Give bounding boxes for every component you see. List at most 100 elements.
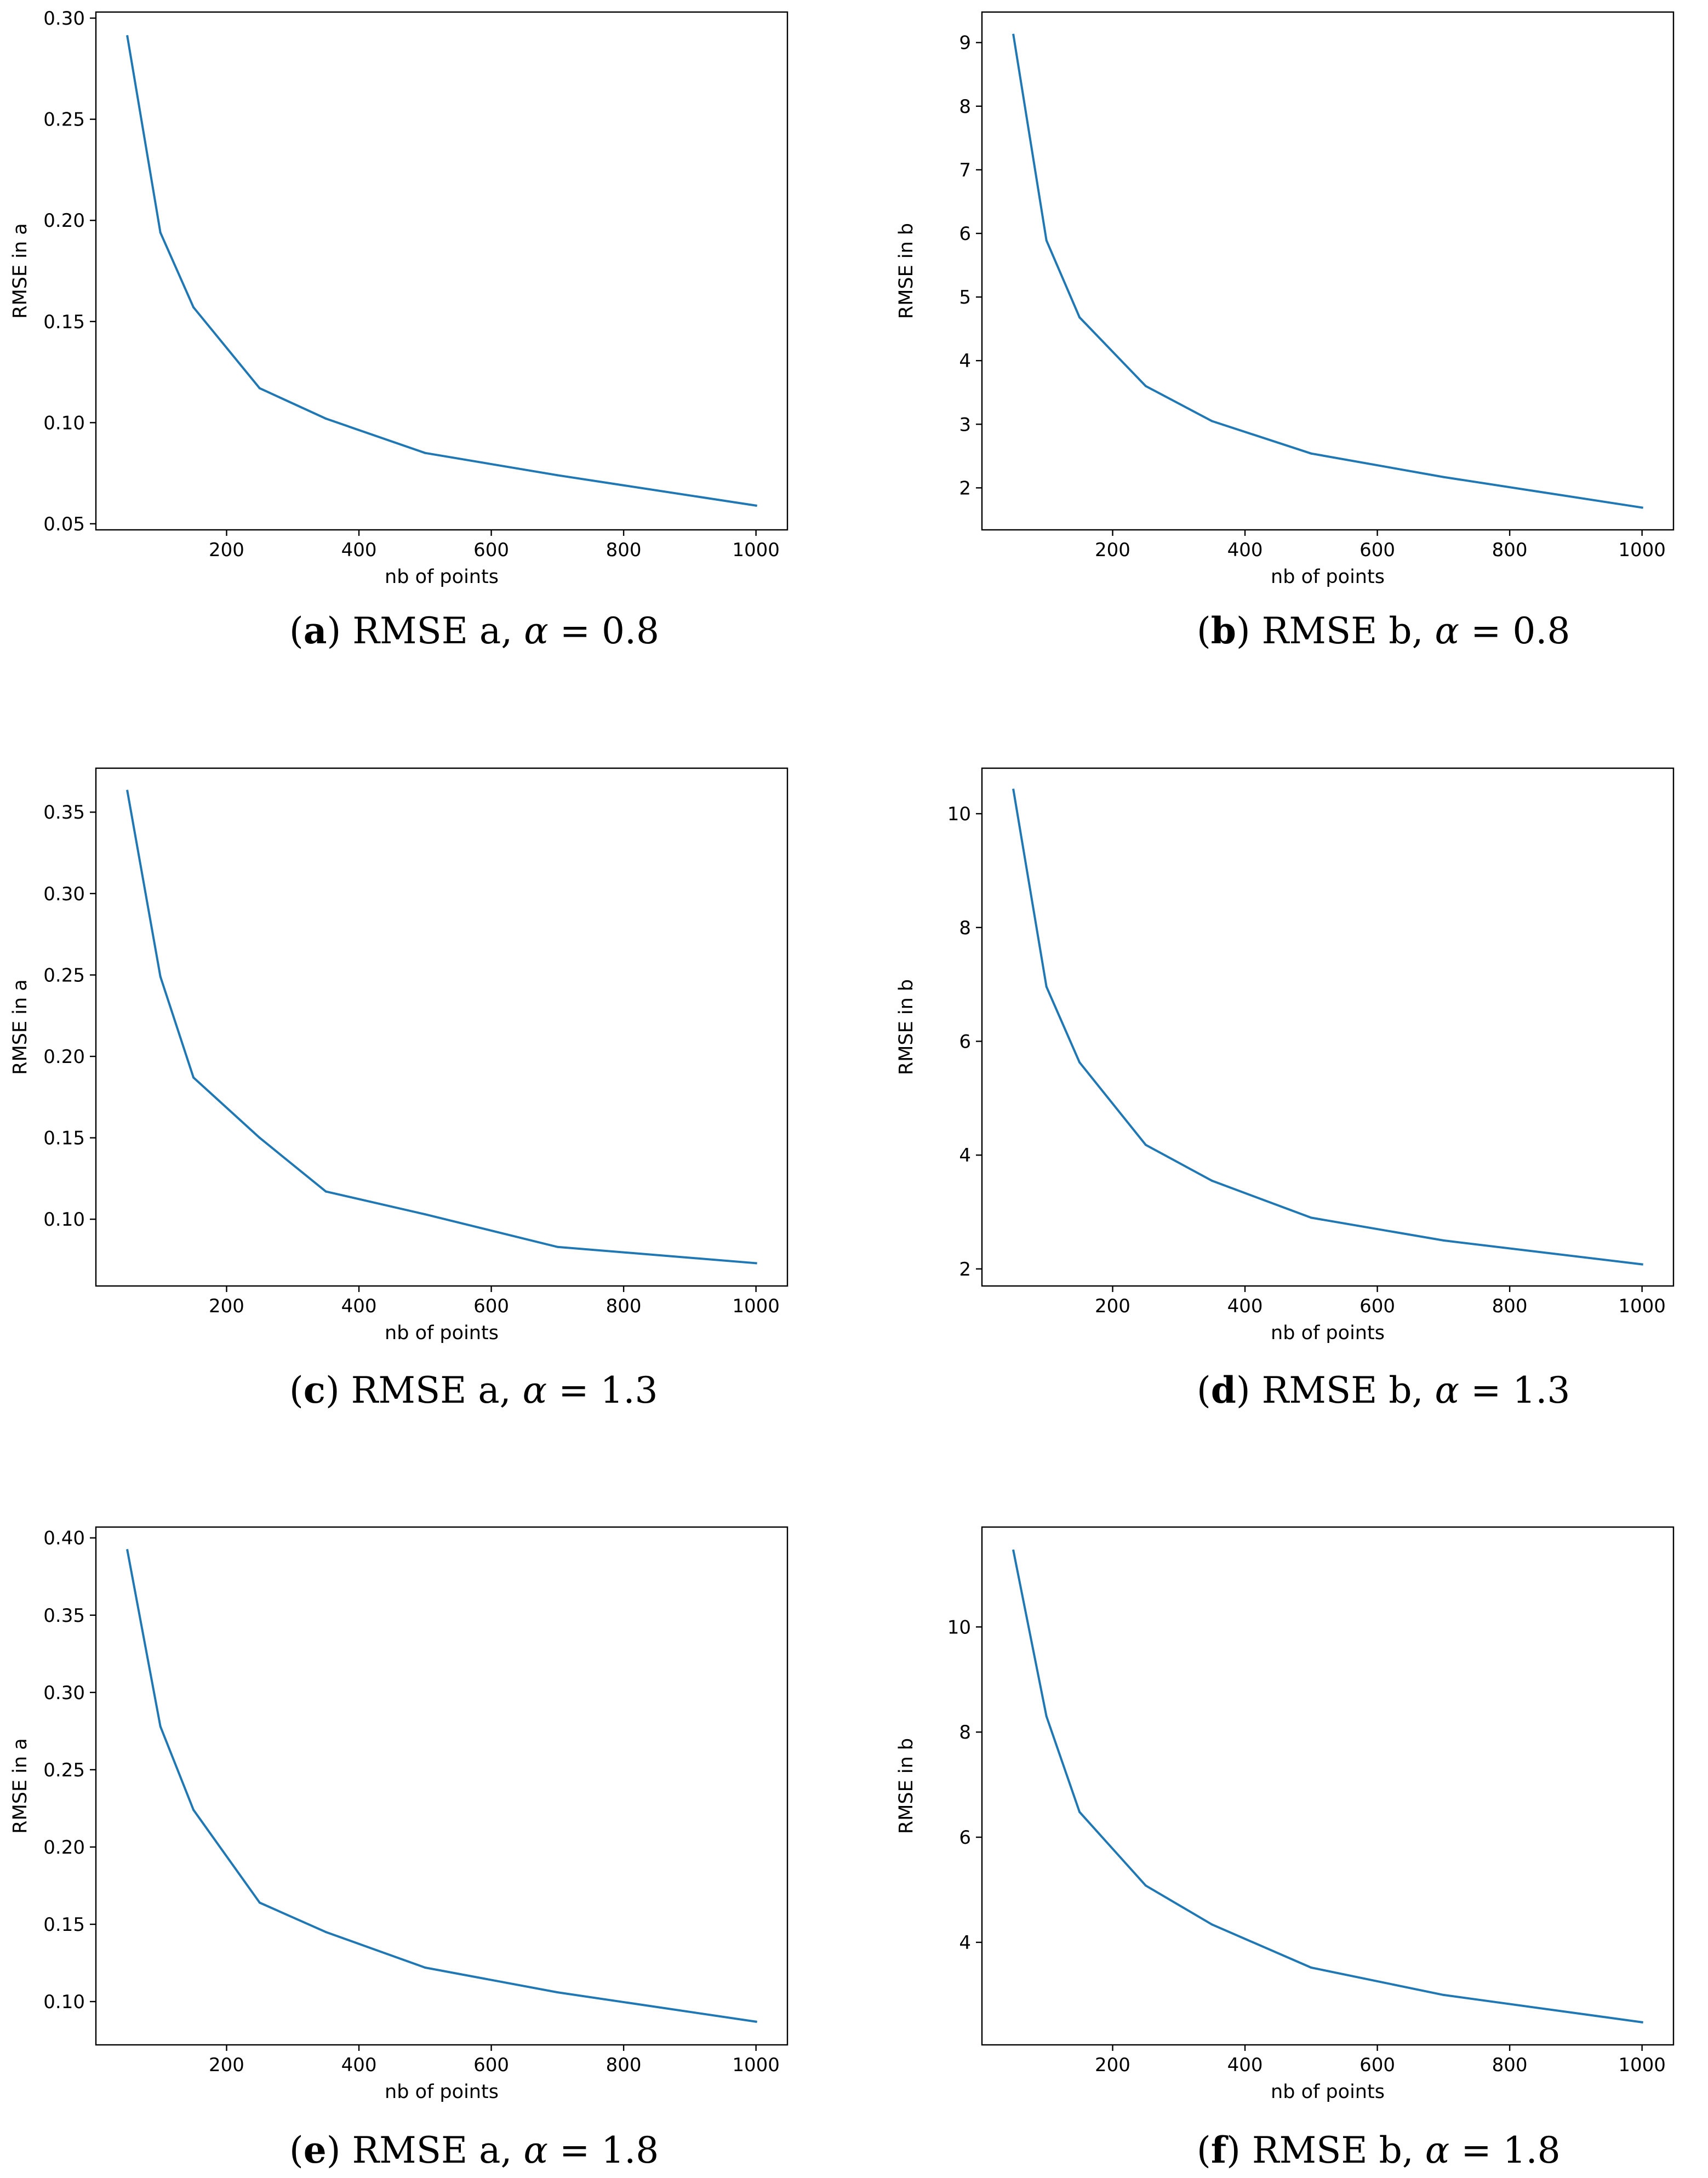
chart-a: 200 400 600 800 1000 0.05 0.10 0.15 0.20 0.25 0.30… [9,8,789,588]
y-tick-label: 9 [959,32,971,54]
data-point [192,1809,195,1811]
x-tick-label: 600 [473,539,509,561]
caption-d: (d) RMSE b, α = 1.3 [1197,1369,1570,1411]
y-tick-label: 10 [947,803,971,825]
caption-name: RMSE a, [351,1369,511,1411]
caption-letter: a [303,609,327,652]
y-tick-label: 0.30 [43,8,85,30]
x-tick-label: 1000 [732,1295,780,1317]
y-tick-label: 0.10 [43,412,85,434]
data-point [1442,1993,1445,1996]
data-point [258,1901,261,1904]
data-point [1442,1239,1445,1242]
caption-alpha: α [523,2129,549,2171]
caption-a: (a) RMSE a, α = 0.8 [289,609,660,652]
y-tick-label: 0.20 [43,1046,85,1068]
x-tick-label: 400 [341,539,377,561]
data-point [1144,1884,1147,1887]
y-tick-label: 0.40 [43,1528,85,1550]
x-tick-label: 600 [1359,539,1395,561]
chart-e: 200 400 600 800 1000 0.10 0.15 0.20 0.25 0.30 0.35… [9,1526,789,2103]
x-tick-label: 400 [341,1295,377,1317]
x-tick-label: 400 [1227,2054,1263,2076]
y-tick-label: 0.30 [43,883,85,905]
y-tick-label: 8 [959,1722,971,1743]
data-point [126,35,129,38]
y-tick-label: 7 [959,159,971,181]
data-point [556,1245,559,1248]
caption-equation: = 0.8 [559,610,660,652]
plot-frame [981,11,1675,531]
y-tick-label: 0.30 [43,1682,85,1704]
series-line [1012,33,1643,509]
y-tick-label: 0.15 [43,1128,85,1150]
y-tick-label: 0.35 [43,1605,85,1627]
x-tick-label: 600 [473,1295,509,1317]
y-tick-label: 6 [959,1031,971,1053]
y-axis-label: RMSE in a [9,979,31,1074]
y-tick-label: 0.15 [43,1914,85,1936]
caption-alpha: α [1435,1369,1460,1411]
data-point [1641,1263,1643,1266]
x-tick-label: 600 [473,2054,509,2076]
caption-letter: d [1210,1369,1236,1411]
data-point [324,1931,327,1934]
x-tick-label: 1000 [732,2054,780,2076]
caption-letter: c [303,1369,325,1411]
chart-b: 200 400 600 800 1000 2 3 4 5 6 7 8 9 nb of points RMSE… [895,11,1675,588]
y-axis-label: RMSE in b [895,1738,917,1834]
y-tick-label: 0.05 [43,513,85,535]
series-line [1012,788,1643,1266]
data-point [1078,316,1081,319]
x-tick-label: 400 [1227,539,1263,561]
chart-f: 200 400 600 800 1000 4 6 8 10 nb of points RMSE in… [895,1526,1675,2103]
x-axis-label: nb of points [385,1322,499,1344]
data-point [1210,420,1213,422]
data-point [1210,1923,1213,1926]
y-tick-label: 0.25 [43,1759,85,1781]
data-point [192,306,195,308]
caption-name: RMSE a, [352,610,513,652]
y-tick-label: 8 [959,917,971,939]
x-tick-label: 200 [209,2054,244,2076]
data-point [556,474,559,477]
caption-equation: = 1.3 [1471,1369,1570,1411]
data-point [424,1966,426,1969]
data-point [755,504,757,507]
data-point [258,387,261,390]
data-point [126,790,129,792]
series-line [126,35,757,507]
y-tick-label: 3 [959,414,971,436]
data-point [1310,452,1312,455]
x-tick-label: 800 [1492,539,1528,561]
data-point [126,1549,129,1552]
caption-name: RMSE a, [352,2129,512,2171]
data-point [324,417,327,420]
x-tick-label: 400 [341,2054,377,2076]
data-point [1078,1061,1081,1064]
y-tick-label: 0.10 [43,1209,85,1231]
y-tick-label: 6 [959,223,971,245]
y-axis-label: RMSE in a [9,223,31,318]
data-point [1045,239,1048,242]
x-tick-label: 200 [1095,1295,1130,1317]
caption-alpha: α [1425,2129,1450,2171]
y-axis-label: RMSE in b [895,223,917,319]
caption-equation: = 1.8 [1461,2129,1561,2171]
caption-b: (b) RMSE b, α = 0.8 [1197,609,1570,652]
data-point [424,1213,426,1216]
y-axis-label: RMSE in a [9,1738,31,1833]
x-axis-label: nb of points [1271,1322,1385,1344]
caption-c: (c) RMSE a, α = 1.3 [289,1369,658,1411]
x-axis-label: nb of points [1271,566,1385,588]
y-tick-label: 6 [959,1827,971,1849]
data-point [324,1190,327,1193]
x-tick-label: 200 [1095,2054,1130,2076]
plot-frame [95,11,789,531]
y-tick-label: 4 [959,1145,971,1167]
x-tick-label: 800 [606,2054,642,2076]
caption-letter: e [303,2129,327,2171]
x-axis-label: nb of points [1271,2081,1385,2103]
x-tick-label: 600 [1359,1295,1395,1317]
y-tick-label: 2 [959,477,971,499]
